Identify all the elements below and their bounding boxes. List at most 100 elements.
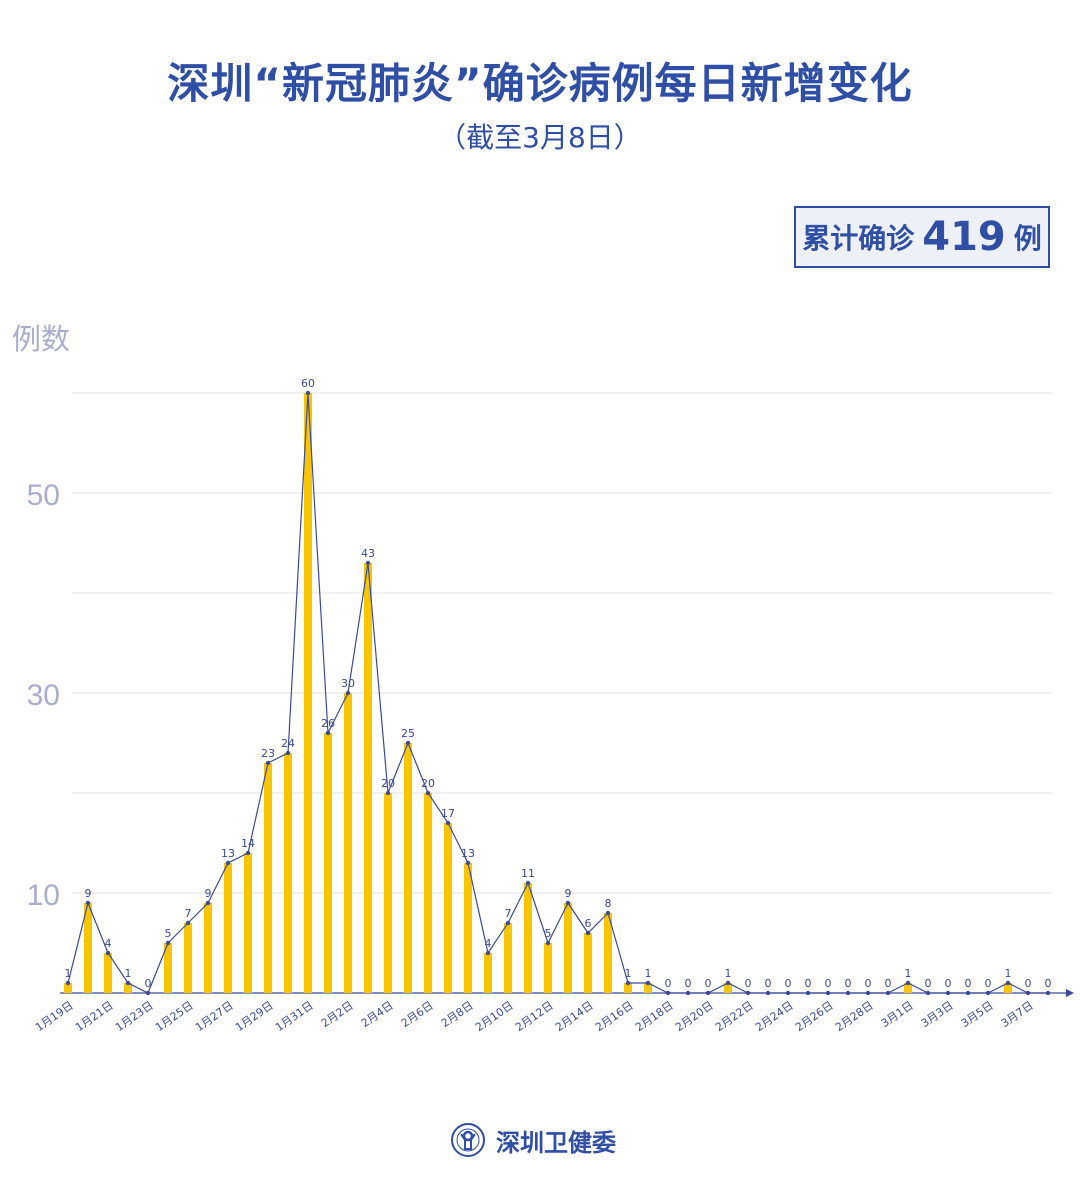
total-label: 累计确诊 [802, 222, 915, 255]
data-point [665, 990, 671, 996]
data-label: 0 [665, 977, 672, 990]
data-point [1025, 990, 1031, 996]
data-point [985, 990, 991, 996]
data-point [445, 820, 451, 826]
data-label: 0 [985, 977, 992, 990]
data-label: 0 [1025, 977, 1032, 990]
data-label: 17 [441, 807, 455, 820]
bar [244, 853, 252, 993]
data-label: 0 [685, 977, 692, 990]
data-point [485, 950, 491, 956]
bar [724, 983, 732, 993]
bar [64, 983, 72, 993]
data-point [385, 790, 391, 796]
x-tick-label: 1月19日 [33, 999, 76, 1034]
bar [324, 733, 332, 993]
x-tick-label: 3月7日 [999, 999, 1036, 1030]
data-point [65, 980, 71, 986]
bar [304, 393, 312, 993]
data-point [545, 940, 551, 946]
data-label: 4 [105, 937, 112, 950]
x-tick-label: 1月29日 [233, 999, 276, 1034]
data-point [885, 990, 891, 996]
data-label: 23 [261, 747, 275, 760]
data-label: 4 [485, 937, 492, 950]
bar [564, 903, 572, 993]
data-point [945, 990, 951, 996]
x-tick-label: 2月20日 [673, 999, 716, 1034]
data-label: 20 [421, 777, 435, 790]
bar [204, 903, 212, 993]
data-point [285, 750, 291, 756]
series-line [67, 392, 1048, 994]
bar [364, 563, 372, 993]
data-point [305, 390, 311, 396]
x-tick-label: 2月12日 [513, 999, 556, 1034]
data-point [1045, 990, 1051, 996]
data-point [845, 990, 851, 996]
data-point [145, 990, 151, 996]
total-unit: 例 [1013, 222, 1042, 255]
y-tick-label: 50 [27, 479, 60, 512]
data-label: 9 [565, 887, 572, 900]
data-label: 7 [505, 907, 512, 920]
data-point [205, 900, 211, 906]
data-point [965, 990, 971, 996]
footer: 深圳卫健委 [450, 1122, 616, 1158]
bar [464, 863, 472, 993]
data-point [725, 980, 731, 986]
data-label: 0 [925, 977, 932, 990]
bar [184, 923, 192, 993]
y-axis-label: 例数 [12, 322, 71, 356]
data-point [265, 760, 271, 766]
x-tick-label: 2月6日 [399, 999, 436, 1030]
x-tick-label: 3月5日 [959, 999, 996, 1030]
data-label: 1 [905, 967, 912, 980]
data-label: 1 [125, 967, 132, 980]
bar [384, 793, 392, 993]
bar [104, 953, 112, 993]
data-point [685, 990, 691, 996]
data-point [705, 990, 711, 996]
x-tick-label: 2月4日 [359, 999, 396, 1030]
bar [84, 903, 92, 993]
data-label: 26 [321, 717, 335, 730]
data-point [585, 930, 591, 936]
chart: 1030501941057913142324602630432025201713… [27, 377, 1074, 1034]
data-label: 13 [221, 847, 235, 860]
bar [424, 793, 432, 993]
data-point [165, 940, 171, 946]
data-label: 1 [645, 967, 652, 980]
data-label: 9 [205, 887, 212, 900]
bar [444, 823, 452, 993]
data-label: 7 [185, 907, 192, 920]
data-label: 5 [545, 927, 552, 940]
page-title: 深圳“新冠肺炎”确诊病例每日新增变化 [167, 59, 913, 108]
x-tick-label: 2月18日 [633, 999, 676, 1034]
data-point [225, 860, 231, 866]
x-tick-label: 1月21日 [73, 999, 116, 1034]
data-label: 0 [1045, 977, 1052, 990]
data-label: 0 [845, 977, 852, 990]
data-label: 1 [625, 967, 632, 980]
data-label: 0 [785, 977, 792, 990]
data-point [645, 980, 651, 986]
data-point [765, 990, 771, 996]
x-tick-label: 2月8日 [439, 999, 476, 1030]
bar [504, 923, 512, 993]
x-tick-label: 3月1日 [879, 999, 916, 1030]
data-label: 14 [241, 837, 255, 850]
data-point [825, 990, 831, 996]
data-point [785, 990, 791, 996]
bar [224, 863, 232, 993]
x-tick-label: 2月28日 [833, 999, 876, 1034]
bar [264, 763, 272, 993]
data-point [525, 880, 531, 886]
data-point [405, 740, 411, 746]
data-label: 1 [65, 967, 72, 980]
data-point [745, 990, 751, 996]
total-value: 419 [922, 214, 1006, 260]
data-label: 20 [381, 777, 395, 790]
bar [584, 933, 592, 993]
data-label: 43 [361, 547, 375, 560]
